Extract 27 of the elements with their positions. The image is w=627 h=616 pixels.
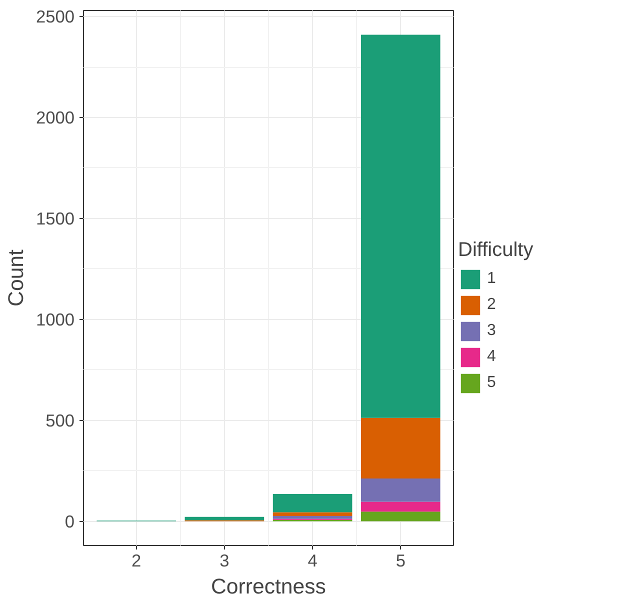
legend-label: 2 bbox=[487, 296, 497, 314]
y-tick-label: 1000 bbox=[36, 309, 75, 330]
bar bbox=[361, 418, 440, 478]
legend-label: 1 bbox=[487, 270, 497, 288]
y-tick-label: 1500 bbox=[36, 208, 75, 228]
bar bbox=[361, 502, 440, 512]
y-tick-label: 0 bbox=[64, 511, 75, 532]
legend-label: 5 bbox=[487, 374, 497, 392]
y-tick-label: 2500 bbox=[36, 6, 75, 27]
y-axis-title: Count bbox=[4, 249, 28, 306]
x-tick-label: 5 bbox=[396, 550, 406, 570]
x-tick-label: 4 bbox=[308, 550, 318, 570]
legend-title: Difficulty bbox=[458, 239, 534, 262]
x-axis-title: Correctness bbox=[211, 574, 326, 598]
bar bbox=[272, 494, 352, 512]
bar bbox=[184, 516, 264, 520]
bar bbox=[272, 516, 352, 519]
bar bbox=[361, 34, 440, 418]
legend-label: 3 bbox=[487, 322, 497, 340]
x-tick-label: 3 bbox=[220, 550, 230, 570]
bar bbox=[361, 478, 440, 502]
bar bbox=[272, 512, 352, 516]
bar bbox=[361, 512, 440, 522]
legend-label: 4 bbox=[487, 348, 497, 366]
x-tick-label: 2 bbox=[132, 550, 142, 570]
y-tick-label: 500 bbox=[46, 410, 75, 430]
y-tick-label: 2000 bbox=[36, 108, 75, 128]
